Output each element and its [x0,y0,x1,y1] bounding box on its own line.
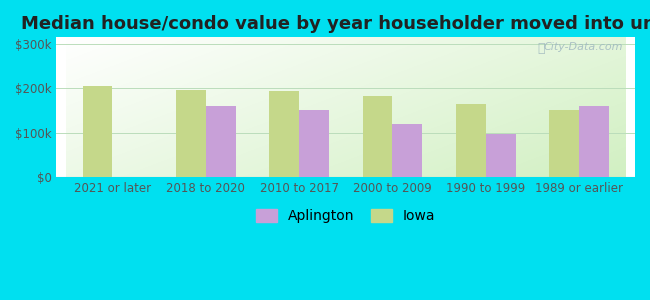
Bar [579,106,609,177]
Text: ⦾: ⦾ [538,41,545,55]
Bar [269,92,299,177]
Title: Median house/condo value by year householder moved into unit: Median house/condo value by year househo… [21,15,650,33]
Text: City-Data.com: City-Data.com [544,41,623,52]
Bar [393,124,422,177]
Bar [299,110,329,177]
Bar [363,96,393,177]
Bar [549,110,579,177]
Bar [176,90,206,177]
Bar [83,86,112,177]
Bar [206,106,236,177]
Legend: Aplington, Iowa: Aplington, Iowa [250,203,441,229]
Bar [486,134,515,177]
Bar [456,104,486,177]
